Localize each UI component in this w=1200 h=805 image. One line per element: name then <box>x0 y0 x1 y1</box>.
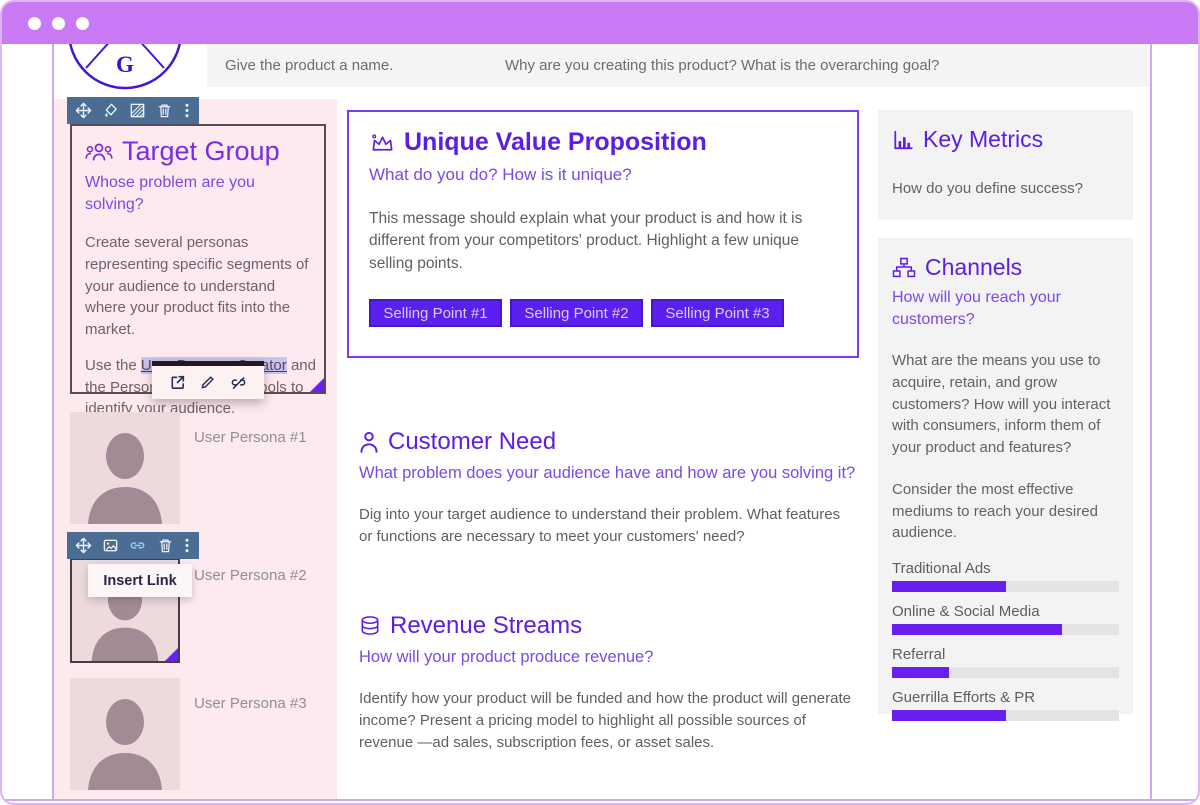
key-metrics-title: Key Metrics <box>923 126 1044 152</box>
channels-subtitle: How will you reach your customers? <box>892 289 1061 328</box>
target-group-title: Target Group <box>122 136 280 166</box>
sitemap-icon <box>892 257 916 277</box>
image-toolbar <box>67 532 199 559</box>
more-icon[interactable] <box>183 102 191 119</box>
uvp-subtitle: What do you do? How is it unique? <box>369 165 632 184</box>
window-control-dot[interactable] <box>52 16 65 30</box>
logo-letter: G <box>116 52 134 77</box>
link-toolbar <box>152 361 264 399</box>
customer-need-header: Customer Need <box>359 428 871 456</box>
target-group-header: Target Group <box>85 136 312 167</box>
page-border-left <box>52 44 54 800</box>
revenue-streams-section: Revenue Streams How will your product pr… <box>359 612 871 754</box>
image-icon[interactable] <box>102 537 119 554</box>
section-toolbar <box>67 97 199 124</box>
uvp-body: This message should explain what your pr… <box>369 209 803 272</box>
bar-chart-icon <box>894 130 913 149</box>
insert-link-tooltip: Insert Link <box>88 564 192 597</box>
user-persona-1-image[interactable] <box>70 412 180 524</box>
channels-section[interactable]: Channels How will you reach your custome… <box>878 238 1133 722</box>
key-metrics-section[interactable]: Key Metrics How do you define success? <box>878 110 1133 220</box>
paragraph2-prefix: Use the <box>85 356 141 374</box>
window-control-dot[interactable] <box>76 16 89 30</box>
key-metrics-header: Key Metrics <box>892 126 1119 153</box>
link-icon[interactable] <box>128 537 147 554</box>
pattern-icon[interactable] <box>129 102 146 119</box>
crown-icon <box>372 133 393 151</box>
revenue-streams-subtitle: How will your product produce revenue? <box>359 648 654 666</box>
page-border-right <box>1150 44 1152 800</box>
window-titlebar <box>2 2 1198 44</box>
channels-title: Channels <box>925 254 1023 280</box>
uvp-title: Unique Value Proposition <box>404 128 707 156</box>
bar-track[interactable] <box>892 581 1119 593</box>
channels-bar-chart: Traditional Ads Online & Social Media Re… <box>892 560 1119 722</box>
selling-points: Selling Point #1 Selling Point #2 Sellin… <box>369 299 837 328</box>
coins-icon <box>361 616 379 635</box>
person-silhouette <box>88 433 162 524</box>
unlink-icon[interactable] <box>229 374 248 391</box>
bar-track[interactable] <box>892 667 1119 679</box>
bar-fill <box>892 667 949 679</box>
selling-point-2-button[interactable]: Selling Point #2 <box>510 299 643 328</box>
bar-row: Referral <box>892 646 1119 679</box>
user-persona-3-image[interactable] <box>70 678 180 790</box>
channels-body1: What are the means you use to acquire, r… <box>892 352 1111 457</box>
move-icon[interactable] <box>75 537 92 554</box>
more-icon[interactable] <box>183 537 191 554</box>
uvp-section[interactable]: Unique Value Proposition What do you do?… <box>347 110 859 358</box>
revenue-streams-body: Identify how your product will be funded… <box>359 690 851 751</box>
page-border-bottom <box>2 799 1198 801</box>
selling-point-3-button[interactable]: Selling Point #3 <box>651 299 784 328</box>
fill-color-icon[interactable] <box>102 102 119 119</box>
bar-fill <box>892 710 1006 722</box>
bar-label: Guerrilla Efforts & PR <box>892 689 1036 707</box>
revenue-streams-header: Revenue Streams <box>359 612 871 640</box>
person-silhouette <box>88 699 162 790</box>
uvp-header: Unique Value Proposition <box>369 128 837 157</box>
target-group-section[interactable]: Target Group Whose problem are you solvi… <box>70 124 326 417</box>
bar-row: Traditional Ads <box>892 560 1119 593</box>
window-control-dot[interactable] <box>28 16 41 30</box>
edit-link-icon[interactable] <box>199 374 216 391</box>
user-persona-3-label: User Persona #3 <box>194 695 307 712</box>
bar-label: Online & Social Media <box>892 603 1040 621</box>
user-persona-1-label: User Persona #1 <box>194 429 307 446</box>
bar-label: Referral <box>892 646 946 664</box>
target-group-paragraph1: Create several personas representing spe… <box>85 234 309 339</box>
product-name-field[interactable]: Give the product a name. <box>207 44 492 87</box>
product-goal-field[interactable]: Why are you creating this product? What … <box>489 44 1149 87</box>
bar-fill <box>892 581 1006 593</box>
bar-label: Traditional Ads <box>892 560 991 578</box>
customer-need-body: Dig into your target audience to underst… <box>359 506 841 546</box>
bar-row: Guerrilla Efforts & PR <box>892 689 1119 722</box>
bar-track[interactable] <box>892 710 1119 722</box>
open-link-icon[interactable] <box>169 374 186 391</box>
channels-body2: Consider the most effective mediums to r… <box>892 480 1098 542</box>
user-persona-2-label: User Persona #2 <box>194 567 307 584</box>
customer-need-section: Customer Need What problem does your aud… <box>359 428 871 548</box>
trash-icon[interactable] <box>157 537 174 554</box>
target-group-subtitle: Whose problem are you solving? <box>85 174 255 213</box>
key-metrics-body: How do you define success? <box>892 180 1083 197</box>
customer-need-title: Customer Need <box>388 428 557 455</box>
move-icon[interactable] <box>75 102 92 119</box>
person-icon <box>360 431 378 453</box>
trash-icon[interactable] <box>156 102 173 119</box>
people-icon <box>85 143 113 161</box>
selling-point-1-button[interactable]: Selling Point #1 <box>369 299 502 328</box>
bar-fill <box>892 624 1063 636</box>
resize-handle[interactable] <box>310 378 324 392</box>
resize-handle[interactable] <box>165 648 178 661</box>
customer-need-subtitle: What problem does your audience have and… <box>359 464 856 482</box>
revenue-streams-title: Revenue Streams <box>390 612 583 639</box>
bar-row: Online & Social Media <box>892 603 1119 636</box>
channels-header: Channels <box>892 254 1119 281</box>
bar-track[interactable] <box>892 624 1119 636</box>
product-logo[interactable]: G <box>52 2 202 94</box>
